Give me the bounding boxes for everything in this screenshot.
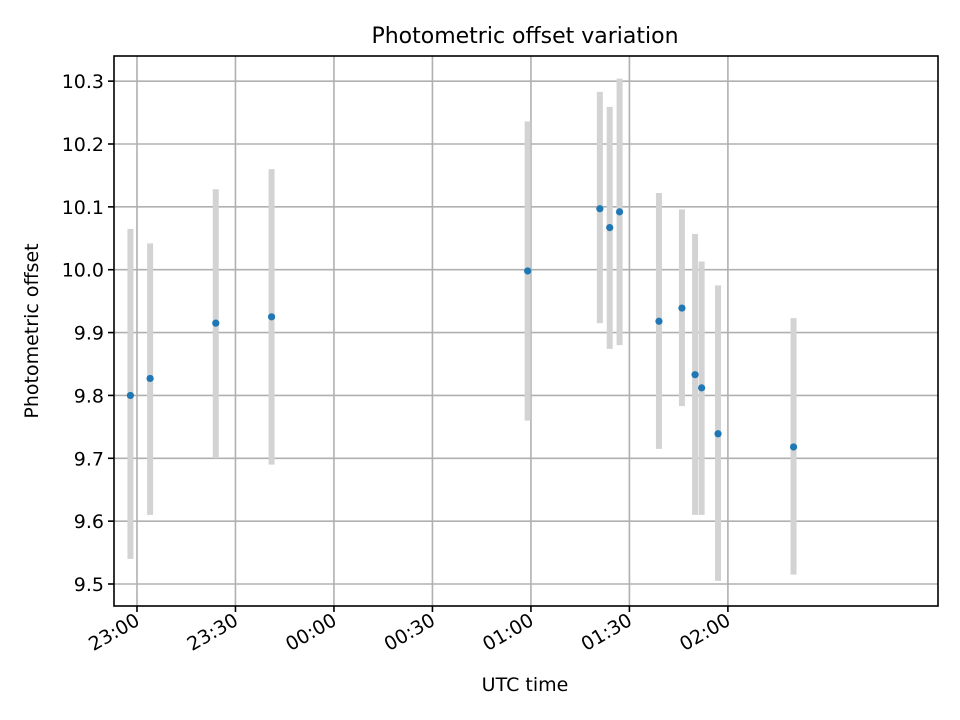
y-axis-label: Photometric offset [21,243,43,418]
data-point [596,205,604,213]
y-tick-label: 9.7 [74,448,104,470]
plot-frame [113,55,939,607]
y-tick-label: 9.9 [74,323,104,345]
data-point [615,208,624,216]
chart-title: Photometric offset variation [371,24,678,49]
data-point [212,319,220,327]
y-tick-label: 10.1 [62,197,104,219]
data-point [789,443,798,451]
y-tick-label: 10.0 [62,260,104,282]
x-axis-label: UTC time [482,674,569,696]
y-tick-label: 9.6 [74,511,104,533]
data-point [146,374,154,383]
data-point [606,224,614,232]
y-tick-label: 10.3 [62,71,104,93]
data-point [678,304,686,312]
data-points [126,205,798,451]
y-tick-label: 9.5 [74,574,104,596]
data-point [524,267,532,275]
y-tick-label: 10.2 [62,134,104,156]
data-point [691,371,699,379]
data-point [698,384,706,392]
data-point [655,317,663,325]
data-point [267,313,276,321]
y-tick-label: 9.8 [74,385,104,407]
y-axis-ticks: 9.5 9.6 9.7 9.8 9.9 10.0 10.1 10.2 10.3 [62,71,114,596]
data-point [126,391,135,400]
data-point [714,430,722,438]
